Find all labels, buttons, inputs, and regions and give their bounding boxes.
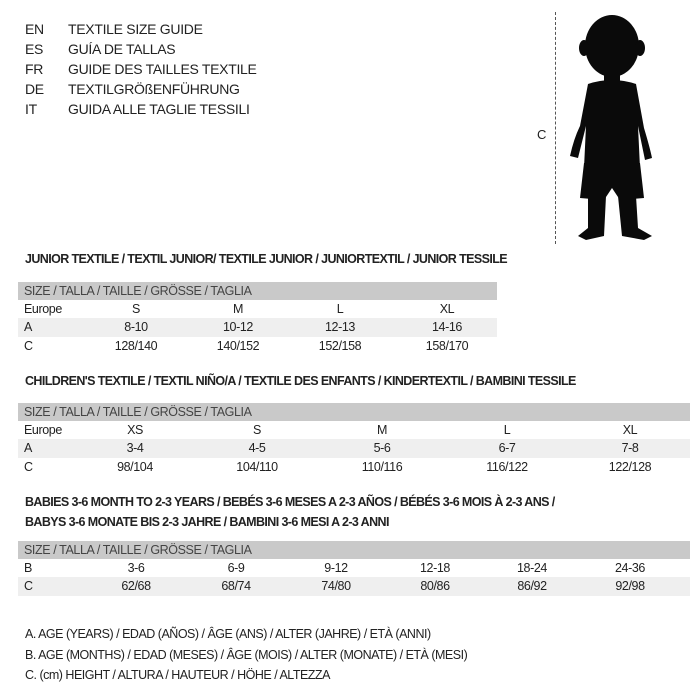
babies-section-title-line2: BABYS 3-6 MONATE BIS 2-3 JAHRE / BAMBINI… xyxy=(25,515,389,529)
cell: L xyxy=(336,301,344,316)
baby-silhouette-icon xyxy=(570,15,652,240)
cell: 158/170 xyxy=(425,338,469,353)
cell: 98/104 xyxy=(117,459,153,474)
babies-size-table: SIZE / TALLA / TAILLE / GRÖSSE / TAGLIA … xyxy=(18,541,690,596)
cell: 5-6 xyxy=(373,441,391,455)
cell: 4-5 xyxy=(248,441,266,455)
table-row: C 62/68 68/74 74/80 80/86 86/92 92/98 xyxy=(18,577,690,596)
junior-size-table: SIZE / TALLA / TAILLE / GRÖSSE / TAGLIA … xyxy=(18,282,497,355)
lang-title: TEXTILGRÖßENFÜHRUNG xyxy=(68,81,240,97)
table-row: Europe S M L XL xyxy=(18,300,497,319)
lang-code: EN xyxy=(25,21,44,37)
row-label: C xyxy=(24,338,33,353)
cell: XL xyxy=(439,301,455,316)
lang-code: IT xyxy=(25,101,37,117)
table-header: SIZE / TALLA / TAILLE / GRÖSSE / TAGLIA xyxy=(18,541,690,559)
cell: 92/98 xyxy=(615,579,645,593)
cell: M xyxy=(376,422,388,437)
cell: 152/158 xyxy=(318,338,362,353)
lang-code: DE xyxy=(25,81,44,97)
table-row: Europe XS S M L XL xyxy=(18,421,690,440)
header-label: SIZE / TALLA / TAILLE / GRÖSSE / TAGLIA xyxy=(24,405,252,419)
cell: 104/110 xyxy=(236,459,278,474)
cell: 62/68 xyxy=(121,579,151,593)
table-header: SIZE / TALLA / TAILLE / GRÖSSE / TAGLIA xyxy=(18,403,690,421)
cell: S xyxy=(253,422,261,437)
lang-title: TEXTILE SIZE GUIDE xyxy=(68,21,203,37)
cell: 6-9 xyxy=(227,560,245,575)
lang-code: FR xyxy=(25,61,44,77)
row-label: C xyxy=(24,579,33,593)
babies-section-title-line1: BABIES 3-6 MONTH TO 2-3 YEARS / BEBÉS 3-… xyxy=(25,495,555,509)
cell: 122/128 xyxy=(608,459,652,474)
table-row: A 8-10 10-12 12-13 14-16 xyxy=(18,318,497,337)
table-row: B 3-6 6-9 9-12 12-18 18-24 24-36 xyxy=(18,559,690,578)
cell: 8-10 xyxy=(124,320,148,334)
cell: S xyxy=(132,301,140,316)
cell: XS xyxy=(127,422,143,437)
height-measure-label: C xyxy=(537,127,547,142)
cell: 9-12 xyxy=(324,560,348,575)
legend-item-b: B. AGE (MONTHS) / EDAD (MESES) / ÂGE (MO… xyxy=(25,647,468,662)
cell: 14-16 xyxy=(432,320,462,334)
cell: 128/140 xyxy=(114,338,158,353)
cell: 3-4 xyxy=(126,441,144,455)
lang-title: GUIDA ALLE TAGLIE TESSILI xyxy=(68,101,250,117)
row-label: A xyxy=(24,320,32,334)
cell: 68/74 xyxy=(221,579,251,593)
cell: 140/152 xyxy=(216,338,260,353)
height-measure-line xyxy=(555,12,556,244)
table-row: C 98/104 104/110 110/116 116/122 122/128 xyxy=(18,458,690,477)
header-label: SIZE / TALLA / TAILLE / GRÖSSE / TAGLIA xyxy=(24,543,252,557)
cell: M xyxy=(232,301,244,316)
cell: 116/122 xyxy=(486,459,528,474)
children-section-title: CHILDREN'S TEXTILE / TEXTIL NIÑO/A / TEX… xyxy=(25,374,576,388)
row-label: C xyxy=(24,459,33,474)
cell: 10-12 xyxy=(223,320,253,334)
row-label: Europe xyxy=(24,422,62,437)
cell: L xyxy=(503,422,511,437)
header-label: SIZE / TALLA / TAILLE / GRÖSSE / TAGLIA xyxy=(24,284,252,298)
table-row: C 128/140 140/152 152/158 158/170 xyxy=(18,337,497,356)
lang-code: ES xyxy=(25,41,44,57)
junior-section-title: JUNIOR TEXTILE / TEXTIL JUNIOR/ TEXTILE … xyxy=(25,252,508,266)
legend: A. AGE (YEARS) / EDAD (AÑOS) / ÂGE (ANS)… xyxy=(25,624,468,686)
children-size-table: SIZE / TALLA / TAILLE / GRÖSSE / TAGLIA … xyxy=(18,403,690,476)
cell: 80/86 xyxy=(420,579,450,593)
cell: 86/92 xyxy=(517,579,547,593)
cell: 3-6 xyxy=(127,560,145,575)
table-row: A 3-4 4-5 5-6 6-7 7-8 xyxy=(18,439,690,458)
table-header: SIZE / TALLA / TAILLE / GRÖSSE / TAGLIA xyxy=(18,282,497,300)
cell: 18-24 xyxy=(517,560,547,575)
cell: 74/80 xyxy=(321,579,351,593)
legend-item-c: C. (cm) HEIGHT / ALTURA / HAUTEUR / HÖHE… xyxy=(25,668,330,682)
row-label: B xyxy=(24,560,32,575)
cell: XL xyxy=(622,422,638,437)
cell: 7-8 xyxy=(621,441,639,455)
legend-item-a: A. AGE (YEARS) / EDAD (AÑOS) / ÂGE (ANS)… xyxy=(25,627,431,641)
cell: 12-18 xyxy=(420,560,450,575)
lang-title: GUIDE DES TAILLES TEXTILE xyxy=(68,61,257,77)
lang-title: GUÍA DE TALLAS xyxy=(68,41,176,57)
cell: 6-7 xyxy=(498,441,516,455)
row-label: A xyxy=(24,441,32,455)
cell: 12-13 xyxy=(325,320,355,334)
cell: 110/116 xyxy=(361,459,403,474)
row-label: Europe xyxy=(24,301,62,316)
cell: 24-36 xyxy=(615,560,645,575)
